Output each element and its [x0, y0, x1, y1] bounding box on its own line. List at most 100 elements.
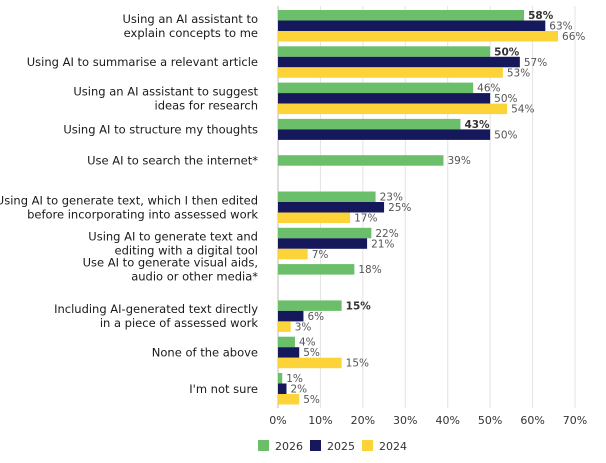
legend-swatch-2026 — [258, 440, 269, 451]
bar-2025 — [278, 202, 385, 213]
category-label-line: Using AI to generate text, which I then … — [0, 193, 258, 207]
bar-2026 — [278, 118, 461, 130]
x-tick-label: 30% — [393, 414, 417, 427]
data-label: 15% — [346, 300, 372, 312]
category-label: I'm not sure — [189, 382, 258, 396]
bar-2025 — [278, 238, 368, 249]
category-label-line: before incorporating into assessed work — [27, 207, 258, 221]
bar-2024 — [278, 321, 291, 332]
bar-2025 — [278, 56, 520, 68]
x-tick-label: 50% — [478, 414, 502, 427]
data-label: 58% — [528, 10, 554, 22]
data-label: 50% — [494, 129, 517, 141]
category-label: Use AI to generate visual aids, audio or … — [83, 255, 259, 283]
category-label: Using AI to generate text, which I then … — [0, 193, 258, 221]
category-label-line: Using AI to summarise a relevant article — [27, 55, 258, 69]
data-label: 15% — [346, 358, 369, 370]
data-label: 21% — [371, 238, 394, 250]
bar-2025 — [278, 20, 546, 31]
bar-2026 — [278, 191, 376, 202]
data-label: 3% — [295, 321, 312, 333]
data-label: 5% — [303, 347, 320, 359]
category-label-line: Use AI to generate visual aids, — [83, 255, 258, 269]
data-label: 54% — [511, 104, 534, 116]
bar-2025 — [278, 129, 491, 140]
data-label: 1% — [286, 373, 303, 385]
category-label-line: explain concepts to me — [124, 26, 258, 40]
data-label: 50% — [494, 93, 517, 105]
category-label-line: audio or other media* — [131, 269, 258, 283]
bar-2024 — [278, 103, 508, 115]
bar-2026 — [278, 227, 372, 239]
data-label: 22% — [375, 228, 398, 240]
bar-2026 — [278, 10, 525, 21]
data-label: 2% — [290, 384, 307, 396]
legend-label: 2026 — [275, 440, 303, 453]
bar-2025 — [278, 93, 491, 104]
x-tick-label: 20% — [351, 414, 375, 427]
category-label: Using an AI assistant to suggest ideas fo… — [73, 84, 258, 112]
category-label-line: ideas for research — [155, 98, 258, 112]
legend: 2026 2025 2024 — [258, 440, 407, 453]
bar-2025 — [278, 347, 300, 358]
bar-2026 — [278, 46, 491, 57]
data-label: 50% — [494, 46, 520, 58]
bar-2026 — [278, 155, 444, 166]
data-label: 46% — [477, 83, 500, 95]
category-label-line: Using an AI assistant to — [122, 12, 258, 26]
bar-2026 — [278, 336, 295, 348]
legend-label: 2024 — [379, 440, 407, 453]
category-labels: Using an AI assistant to explain concepts… — [0, 12, 258, 396]
bars: 58%63%66%50%57%53%46%50%54%43%50%39%23%2… — [278, 10, 585, 406]
bar-2026 — [278, 264, 355, 275]
category-label: Including AI-generated text directly in a… — [54, 302, 258, 330]
x-axis: 0% 10% 20% 30% 40% 50% 60% 70% — [269, 414, 587, 427]
x-tick-label: 70% — [563, 414, 587, 427]
bar-2026 — [278, 373, 283, 384]
x-tick-label: 60% — [520, 414, 544, 427]
data-label: 4% — [299, 337, 316, 349]
bar-2024 — [278, 31, 559, 42]
data-label: 5% — [303, 394, 320, 406]
category-label-line: Use AI to search the internet* — [87, 153, 258, 167]
x-tick-label: 0% — [269, 414, 286, 427]
category-label-line: I'm not sure — [189, 382, 258, 396]
bar-2024 — [278, 67, 503, 78]
data-label: 6% — [307, 311, 324, 323]
x-tick-label: 40% — [435, 414, 459, 427]
category-label-line: None of the above — [152, 345, 258, 359]
category-label-line: in a piece of assessed work — [100, 316, 258, 330]
data-label: 7% — [312, 249, 329, 261]
data-label: 39% — [447, 155, 470, 167]
data-label: 23% — [380, 192, 403, 204]
category-label: Using AI to summarise a relevant article — [27, 55, 258, 69]
category-label: Using AI to generate text and editing wit… — [88, 230, 258, 258]
bar-2024 — [278, 394, 300, 405]
data-label: 57% — [524, 57, 547, 69]
category-label: Use AI to search the internet* — [87, 153, 258, 167]
category-label-line: Using AI to generate text and — [88, 230, 258, 244]
category-label-line: Using an AI assistant to suggest — [73, 84, 258, 98]
bar-2025 — [278, 383, 287, 394]
category-label: Using AI to structure my thoughts — [63, 122, 258, 136]
category-label: Using an AI assistant to explain concepts… — [122, 12, 258, 40]
bar-2026 — [278, 82, 474, 94]
legend-swatch-2024 — [362, 440, 373, 451]
bar-2024 — [278, 248, 308, 260]
bar-2024 — [278, 357, 342, 369]
data-label: 63% — [549, 21, 572, 33]
data-label: 53% — [507, 67, 530, 79]
category-label-line: Including AI-generated text directly — [54, 302, 258, 316]
legend-label: 2025 — [327, 440, 355, 453]
legend-swatch-2025 — [310, 440, 321, 451]
category-label-line: Using AI to structure my thoughts — [63, 122, 258, 136]
data-label: 66% — [562, 31, 585, 43]
data-label: 25% — [388, 202, 411, 214]
category-label: None of the above — [152, 345, 258, 359]
category-label-line: editing with a digital tool — [115, 244, 258, 258]
bar-2024 — [278, 212, 351, 223]
bar-2026 — [278, 300, 342, 311]
data-label: 17% — [354, 213, 377, 225]
bar-2025 — [278, 310, 304, 322]
data-label: 18% — [358, 264, 381, 276]
